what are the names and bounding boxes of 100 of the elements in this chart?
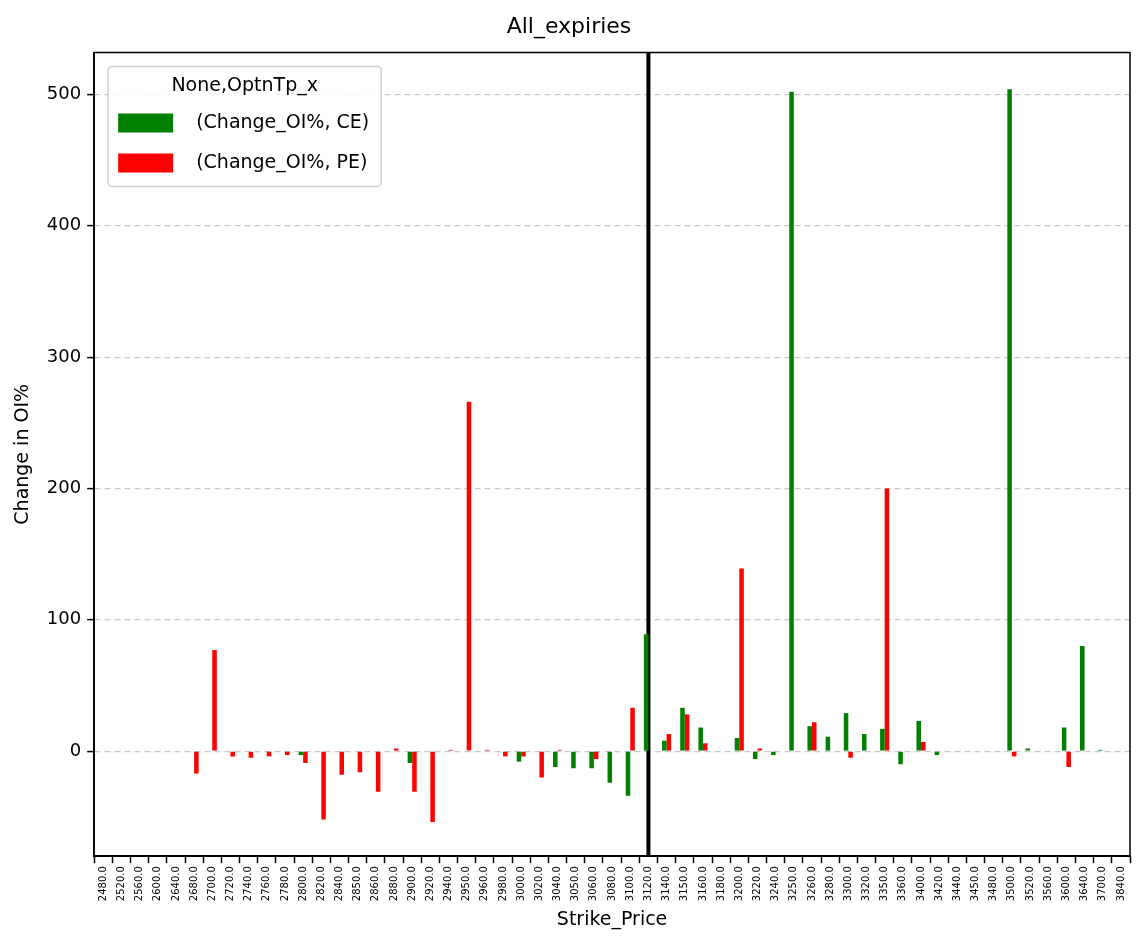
x-tick-label: 3320.0	[860, 866, 872, 902]
bar	[684, 714, 690, 751]
x-tick-label: 2940.0	[442, 866, 454, 902]
bar	[589, 751, 594, 769]
bar	[230, 751, 235, 757]
x-tick-label: 2700.0	[205, 866, 217, 902]
bar	[539, 751, 544, 778]
bar	[734, 738, 740, 751]
x-tick-label: 3300.0	[841, 866, 853, 902]
bar	[521, 751, 526, 757]
x-tick-label: 2860.0	[369, 866, 381, 902]
legend-title: None,OptnTp_x	[171, 73, 318, 97]
x-tick-label: 2880.0	[387, 866, 399, 902]
bar	[680, 707, 685, 751]
x-tick-label: 2820.0	[314, 866, 326, 902]
bar	[194, 751, 199, 774]
legend-label: (Change_OI%, PE)	[196, 150, 368, 174]
bar	[757, 748, 762, 751]
x-tick-label: 3480.0	[987, 866, 999, 902]
x-tick-label: 2720.0	[224, 866, 236, 902]
x-tick-label: 3700.0	[1096, 866, 1108, 902]
bar	[698, 727, 703, 751]
x-tick-label: 3560.0	[1041, 866, 1053, 902]
x-tick-label: 3150.0	[678, 866, 690, 902]
x-tick-label: 2960.0	[478, 866, 490, 902]
bar	[1007, 89, 1012, 751]
x-tick-label: 3140.0	[660, 866, 672, 902]
y-tick-label: 100	[46, 607, 82, 629]
x-tick-label: 2800.0	[296, 866, 308, 902]
x-tick-label: 3350.0	[878, 866, 890, 902]
x-tick-label: 3200.0	[732, 866, 744, 902]
x-tick-label: 2950.0	[460, 866, 472, 902]
x-tick-label: 3450.0	[969, 866, 981, 902]
x-tick-label: 3360.0	[896, 866, 908, 902]
bar	[339, 751, 345, 775]
bar	[1080, 646, 1085, 751]
bar	[630, 707, 635, 751]
x-tick-label: 2920.0	[423, 866, 435, 902]
x-tick-label: 3100.0	[623, 866, 635, 902]
y-tick-label: 400	[46, 213, 82, 235]
x-tick-label: 3420.0	[932, 866, 944, 902]
bar	[848, 751, 853, 758]
x-tick-label: 3020.0	[532, 866, 544, 902]
x-tick-label: 3050.0	[569, 866, 581, 902]
bar	[789, 91, 794, 751]
x-tick-label: 3260.0	[805, 866, 817, 902]
x-tick-label: 3000.0	[514, 866, 526, 902]
bar	[916, 720, 922, 751]
bar	[503, 751, 508, 757]
x-tick-label: 3520.0	[1023, 866, 1035, 902]
bar	[212, 650, 217, 751]
x-tick-label: 2760.0	[260, 866, 272, 902]
x-tick-label: 3040.0	[551, 866, 563, 902]
x-tick-label: 3600.0	[1059, 866, 1071, 902]
bar	[284, 751, 290, 756]
x-axis-title: Strike_Price	[556, 906, 668, 930]
y-tick-label: 0	[69, 738, 82, 760]
bar	[880, 728, 885, 751]
bar	[771, 751, 776, 756]
x-tick-label: 3500.0	[1005, 866, 1017, 902]
bar	[861, 734, 867, 751]
y-tick-label: 300	[46, 344, 82, 366]
y-tick-label: 200	[46, 476, 82, 498]
legend-label: (Change_OI%, CE)	[196, 110, 370, 134]
bar	[739, 568, 744, 751]
x-tick-label: 3840.0	[1114, 866, 1126, 902]
x-tick-label: 3080.0	[605, 866, 617, 902]
x-tick-label: 2480.0	[96, 866, 108, 902]
x-tick-label: 2980.0	[496, 866, 508, 902]
x-tick-label: 3400.0	[914, 866, 926, 902]
bar	[412, 751, 417, 792]
chart-title: All_expiries	[506, 12, 632, 39]
x-tick-label: 2640.0	[169, 866, 181, 902]
x-tick-label: 2900.0	[405, 866, 417, 902]
bar	[921, 741, 926, 751]
x-tick-label: 3240.0	[769, 866, 781, 902]
bar	[553, 751, 558, 767]
x-tick-label: 3120.0	[642, 866, 654, 902]
x-tick-label: 2850.0	[351, 866, 363, 902]
bar	[662, 740, 667, 751]
bar	[394, 748, 399, 751]
x-tick-label: 3640.0	[1078, 866, 1090, 902]
x-tick-label: 2780.0	[278, 866, 290, 902]
x-tick-label: 2840.0	[333, 866, 345, 902]
x-tick-label: 3160.0	[696, 866, 708, 902]
bar	[1066, 751, 1071, 767]
x-tick-label: 3180.0	[714, 866, 726, 902]
bar	[1061, 727, 1067, 751]
x-tick-label: 3440.0	[950, 866, 962, 902]
bar	[303, 751, 308, 763]
x-tick-label: 2520.0	[115, 866, 127, 902]
x-tick-label: 3060.0	[587, 866, 599, 902]
bar	[898, 751, 903, 765]
bar	[666, 734, 672, 751]
bar	[702, 743, 708, 751]
x-tick-label: 2600.0	[151, 866, 163, 902]
bar	[807, 726, 812, 751]
x-tick-label: 3280.0	[823, 866, 835, 902]
y-axis-title: Change in OI%	[10, 383, 33, 525]
x-tick-label: 2740.0	[242, 866, 254, 902]
